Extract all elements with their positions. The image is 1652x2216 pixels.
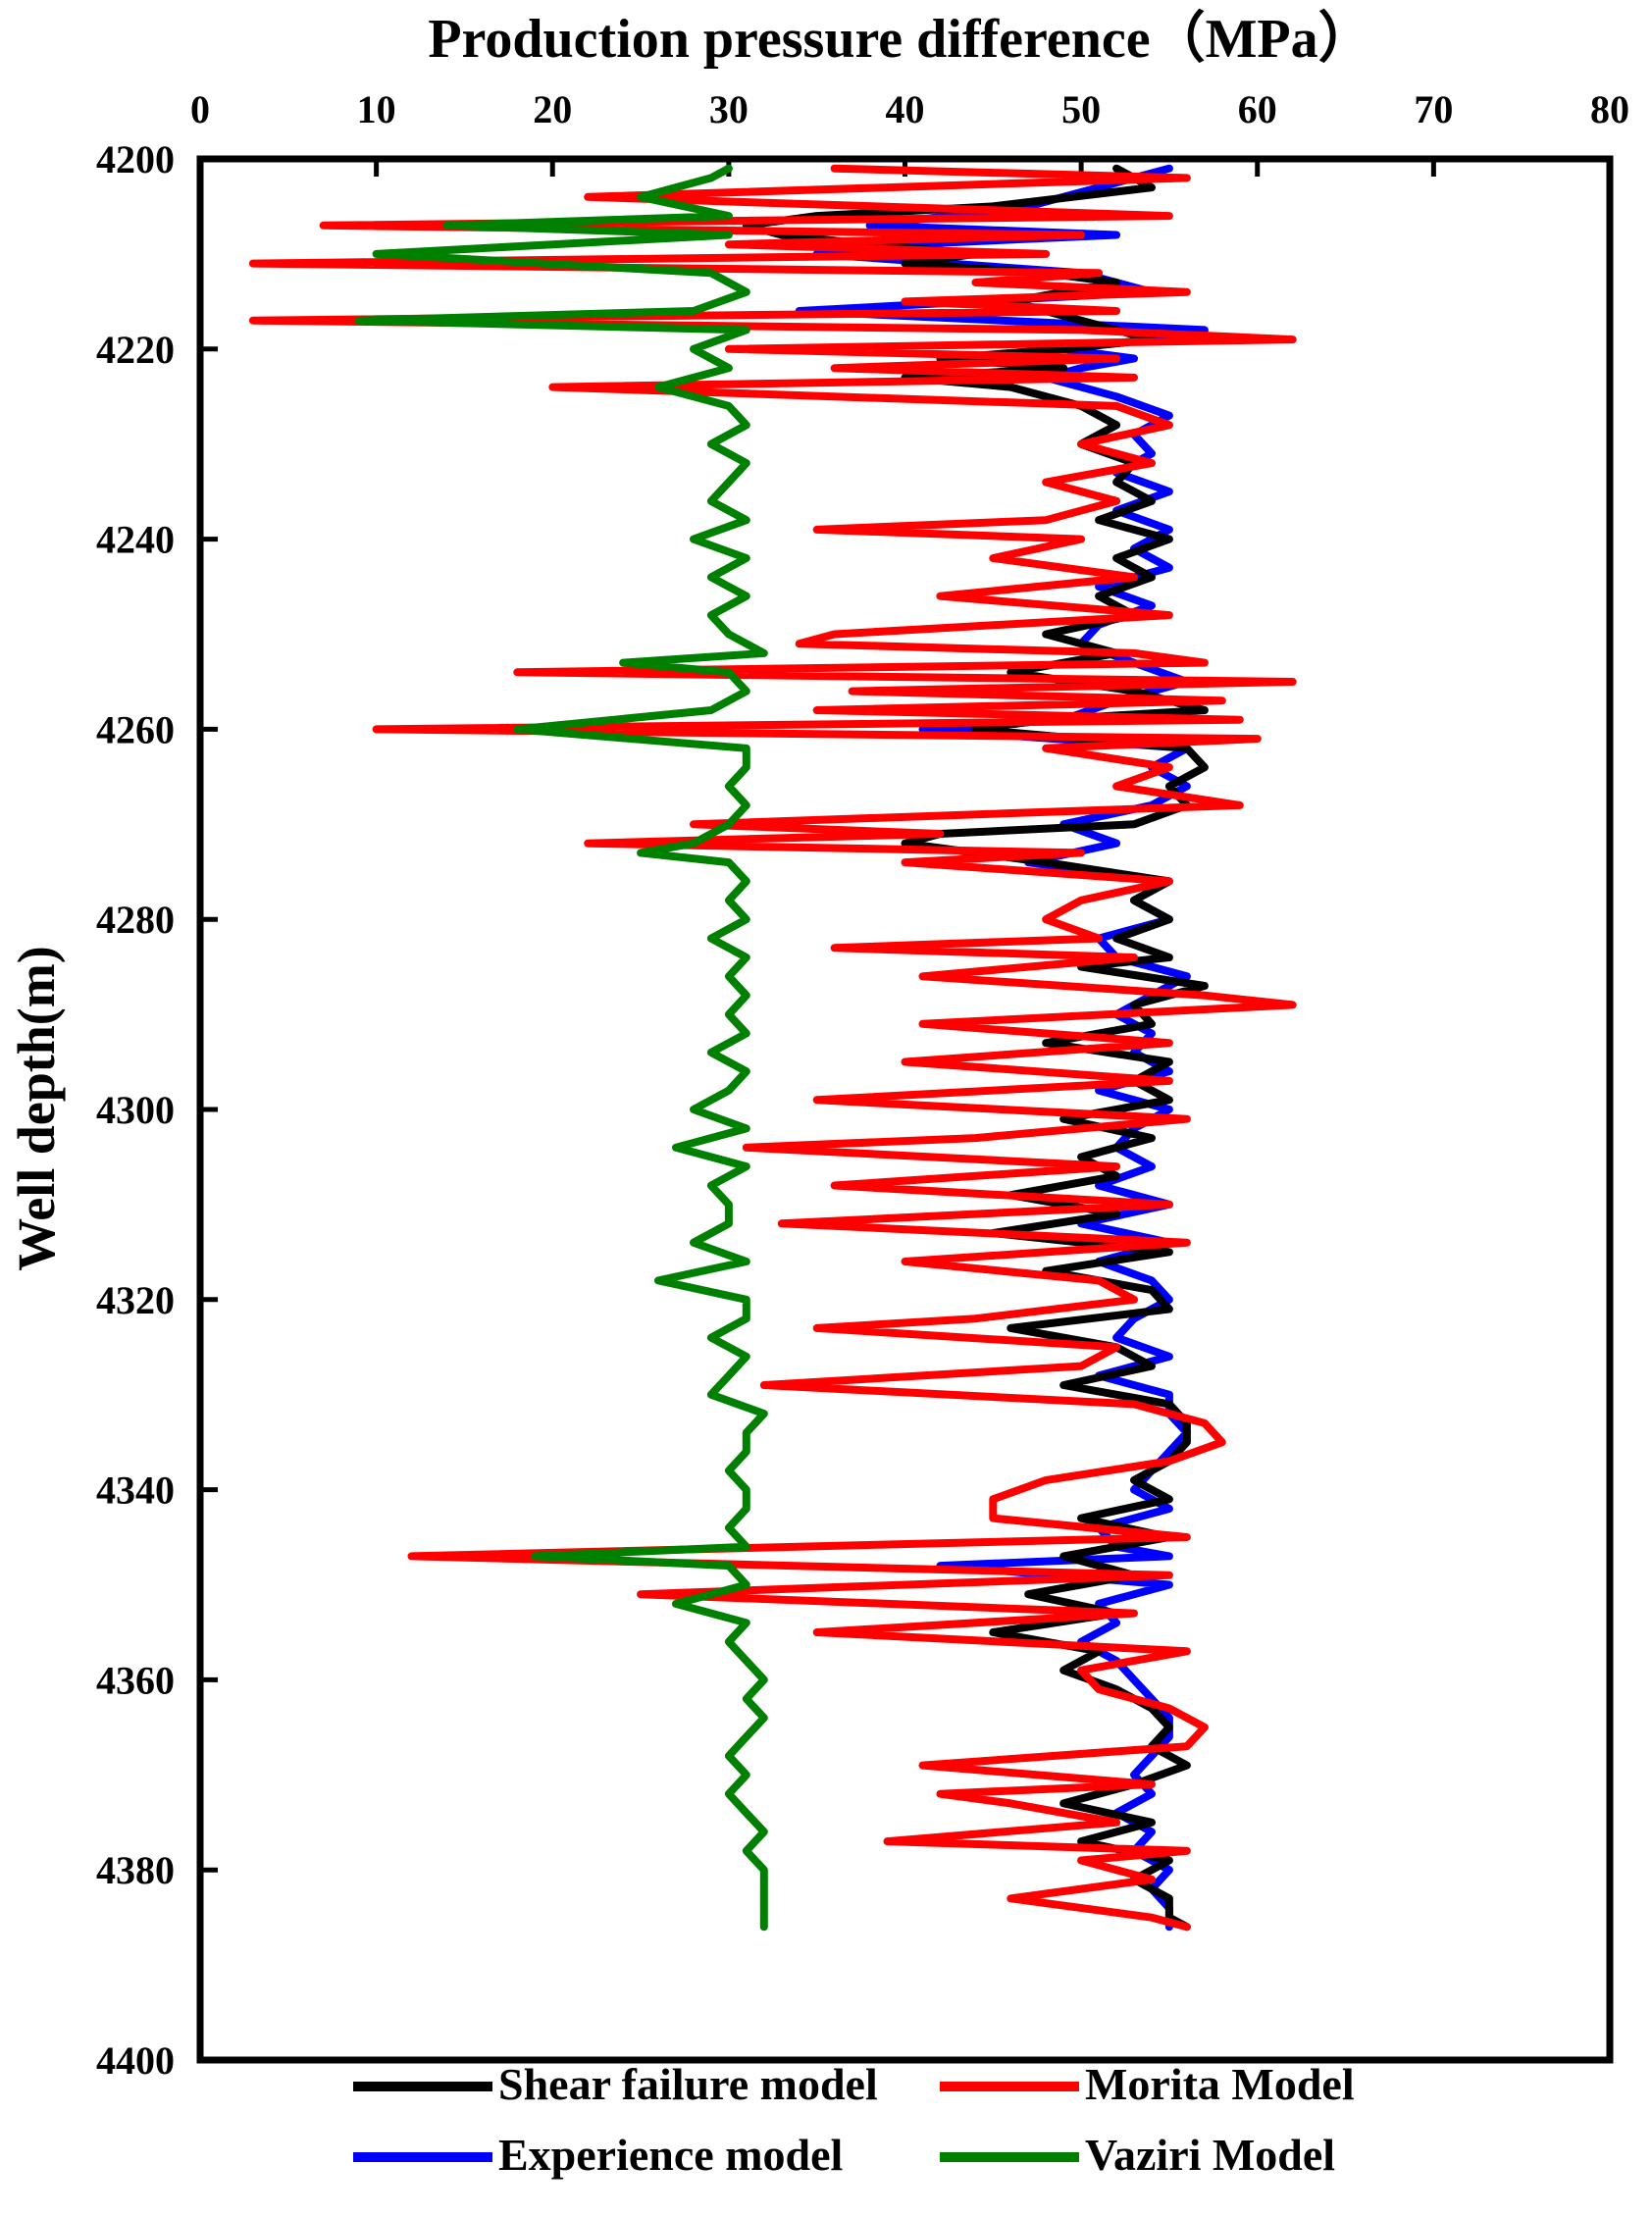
y-tick-label: 4340 [96, 1469, 175, 1513]
x-tick-label: 10 [357, 87, 396, 131]
y-tick-label: 4260 [96, 707, 175, 751]
y-axis-label: Well depth(m) [7, 946, 66, 1271]
legend-label: Vaziri Model [1085, 2130, 1335, 2180]
series-lines [248, 164, 1297, 1932]
x-tick-label: 70 [1414, 87, 1453, 131]
x-tick-label: 40 [886, 87, 925, 131]
y-tick-label: 4240 [96, 518, 175, 562]
y-tick-label: 4220 [96, 328, 175, 372]
series-line-morita-model [248, 164, 1297, 1932]
series-line-vaziri-model [354, 164, 768, 1932]
chart-title: Production pressure difference（MPa） [428, 8, 1372, 70]
y-tick-label: 4200 [96, 137, 175, 181]
x-tick-label: 0 [190, 87, 210, 131]
y-tick-label: 4400 [96, 2038, 175, 2083]
y-tick-label: 4300 [96, 1088, 175, 1132]
x-axis-ticks: 0 10 20 30 40 50 60 70 80 [190, 87, 1629, 177]
x-tick-label: 80 [1590, 87, 1629, 131]
x-tick-label: 60 [1238, 87, 1277, 131]
x-tick-label: 50 [1061, 87, 1101, 131]
x-tick-label: 30 [709, 87, 749, 131]
y-tick-label: 4360 [96, 1658, 175, 1702]
y-tick-label: 4380 [96, 1848, 175, 1892]
legend-label: Experience model [498, 2130, 843, 2180]
legend-label: Morita Model [1085, 2059, 1355, 2109]
plot-frame [196, 155, 1614, 2064]
y-tick-label: 4280 [96, 898, 175, 942]
legend: Shear failure model Morita Model Experienc… [353, 2059, 1355, 2180]
y-tick-label: 4320 [96, 1278, 175, 1322]
y-axis-ticks: 4200 4220 4240 4260 4280 4300 4320 4340 4360 4380… [96, 137, 218, 2083]
legend-label: Shear failure model [498, 2059, 878, 2109]
x-tick-label: 20 [533, 87, 572, 131]
